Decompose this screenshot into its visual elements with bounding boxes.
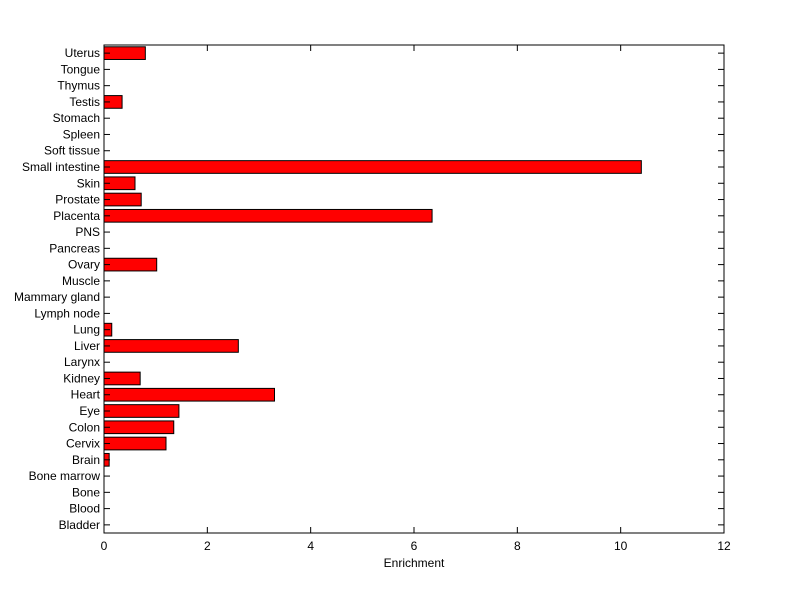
- category-label: PNS: [75, 225, 100, 239]
- category-label: Uterus: [65, 46, 100, 60]
- x-tick-labels: 0 2 4 6 8 10 12: [101, 539, 731, 553]
- category-label: Skin: [77, 176, 100, 190]
- category-label: Bone: [72, 485, 100, 499]
- category-label: Thymus: [57, 79, 100, 93]
- category-label: Spleen: [63, 127, 100, 141]
- category-labels: Bladder Blood Bone Bone marrow Brain Cervix Co…: [14, 46, 101, 532]
- x-tick-label: 2: [204, 539, 211, 553]
- category-label: Prostate: [55, 193, 100, 207]
- bar-heart: [103, 387, 275, 402]
- category-label: Testis: [69, 95, 100, 109]
- bar-ovary: [103, 257, 158, 272]
- category-label: Placenta: [53, 209, 100, 223]
- bar-small-intestine: [103, 160, 642, 174]
- category-label: Ovary: [68, 258, 100, 272]
- bar-eye: [103, 404, 180, 418]
- category-label: Liver: [74, 339, 100, 353]
- category-label: Larynx: [64, 355, 100, 369]
- x-tick-label: 0: [101, 539, 108, 553]
- bar-cervix: [103, 436, 167, 451]
- category-label: Mammary gland: [14, 290, 100, 304]
- category-label: Stomach: [53, 111, 100, 125]
- category-label: Heart: [71, 388, 101, 402]
- bar-uterus: [103, 46, 146, 60]
- category-label: Lung: [73, 323, 100, 337]
- ticks-layer: [103, 45, 725, 533]
- category-label: Brain: [72, 453, 100, 467]
- category-label: Kidney: [63, 371, 100, 385]
- category-label: Cervix: [66, 437, 100, 451]
- category-label: Bladder: [59, 518, 100, 532]
- bar-colon: [103, 420, 175, 435]
- category-label: Small intestine: [22, 160, 100, 174]
- x-tick-label: 10: [614, 539, 628, 553]
- bar-placenta: [103, 208, 433, 223]
- category-label: Soft tissue: [44, 144, 100, 158]
- x-tick-label: 8: [514, 539, 521, 553]
- plot-frame: [103, 44, 725, 534]
- x-axis-title: Enrichment: [384, 556, 445, 570]
- bars-layer: [103, 46, 642, 467]
- category-label: Pancreas: [49, 241, 100, 255]
- category-label: Tongue: [61, 62, 101, 76]
- category-label: Colon: [69, 420, 100, 434]
- bar-liver: [103, 339, 239, 353]
- category-label: Eye: [79, 404, 100, 418]
- category-label: Blood: [69, 502, 100, 516]
- category-label: Bone marrow: [29, 469, 101, 483]
- category-label: Lymph node: [34, 306, 100, 320]
- category-label: Muscle: [62, 274, 100, 288]
- x-tick-label: 4: [307, 539, 314, 553]
- x-tick-label: 12: [717, 539, 731, 553]
- x-tick-label: 6: [411, 539, 418, 553]
